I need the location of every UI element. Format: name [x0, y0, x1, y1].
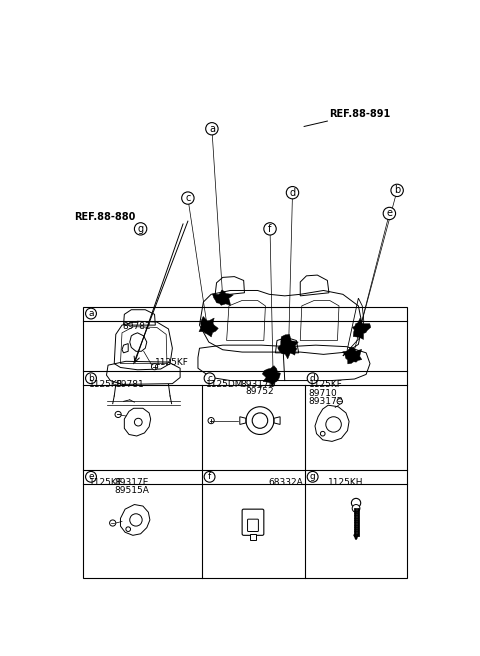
Circle shape	[307, 472, 318, 482]
Circle shape	[115, 411, 121, 417]
Text: g: g	[310, 472, 315, 482]
Circle shape	[337, 399, 343, 404]
Text: b: b	[394, 186, 400, 195]
Text: b: b	[88, 374, 94, 382]
Text: 89710: 89710	[309, 389, 337, 398]
Text: e: e	[386, 209, 392, 218]
Text: 1125KF: 1125KF	[309, 380, 343, 389]
Text: REF.88-880: REF.88-880	[74, 212, 135, 222]
Bar	[83, 306, 407, 578]
Circle shape	[152, 363, 157, 370]
Text: g: g	[138, 224, 144, 234]
Polygon shape	[343, 347, 362, 364]
Text: a: a	[88, 309, 94, 318]
Circle shape	[264, 222, 276, 235]
Text: c: c	[207, 374, 212, 382]
Circle shape	[85, 308, 96, 319]
Text: 1125KF: 1125KF	[89, 380, 123, 389]
Text: f: f	[268, 224, 272, 234]
Polygon shape	[199, 316, 218, 337]
Circle shape	[352, 504, 360, 512]
Text: a: a	[209, 124, 215, 134]
Polygon shape	[213, 290, 233, 305]
Text: 1125DM: 1125DM	[206, 380, 243, 389]
Text: 1125KF: 1125KF	[89, 478, 123, 487]
Circle shape	[85, 373, 96, 384]
Text: d: d	[289, 188, 296, 197]
Text: f: f	[208, 472, 211, 482]
Circle shape	[130, 514, 142, 526]
Text: REF.88-891: REF.88-891	[329, 109, 390, 119]
Circle shape	[134, 222, 147, 235]
Polygon shape	[352, 318, 371, 339]
Polygon shape	[262, 365, 280, 386]
Polygon shape	[277, 335, 298, 359]
Circle shape	[252, 413, 268, 428]
Text: 89781: 89781	[116, 380, 144, 389]
Bar	[250, 534, 256, 540]
Circle shape	[351, 499, 360, 508]
Text: e: e	[88, 472, 94, 482]
Circle shape	[286, 186, 299, 199]
Text: 1125KF: 1125KF	[155, 358, 189, 367]
Text: d: d	[310, 374, 315, 382]
Text: 89515A: 89515A	[114, 486, 149, 495]
Text: 1125KH: 1125KH	[328, 478, 364, 487]
Text: 89317E: 89317E	[114, 478, 149, 487]
Circle shape	[126, 527, 131, 531]
Circle shape	[85, 472, 96, 482]
Circle shape	[204, 373, 215, 384]
Circle shape	[246, 407, 274, 434]
Circle shape	[321, 432, 325, 436]
Circle shape	[109, 520, 116, 526]
Circle shape	[391, 184, 403, 197]
Text: 89317D: 89317D	[240, 380, 276, 389]
Text: 89752: 89752	[245, 388, 274, 396]
Circle shape	[204, 472, 215, 482]
Circle shape	[134, 419, 142, 426]
Text: 89317B: 89317B	[309, 397, 344, 405]
Circle shape	[326, 417, 341, 432]
Text: c: c	[185, 193, 191, 203]
Circle shape	[208, 417, 214, 424]
Text: 68332A: 68332A	[268, 478, 303, 487]
Circle shape	[206, 123, 218, 135]
Text: 89782: 89782	[122, 322, 151, 331]
Circle shape	[181, 192, 194, 204]
FancyBboxPatch shape	[248, 519, 258, 531]
Circle shape	[307, 373, 318, 384]
FancyBboxPatch shape	[242, 509, 264, 535]
Circle shape	[383, 207, 396, 220]
